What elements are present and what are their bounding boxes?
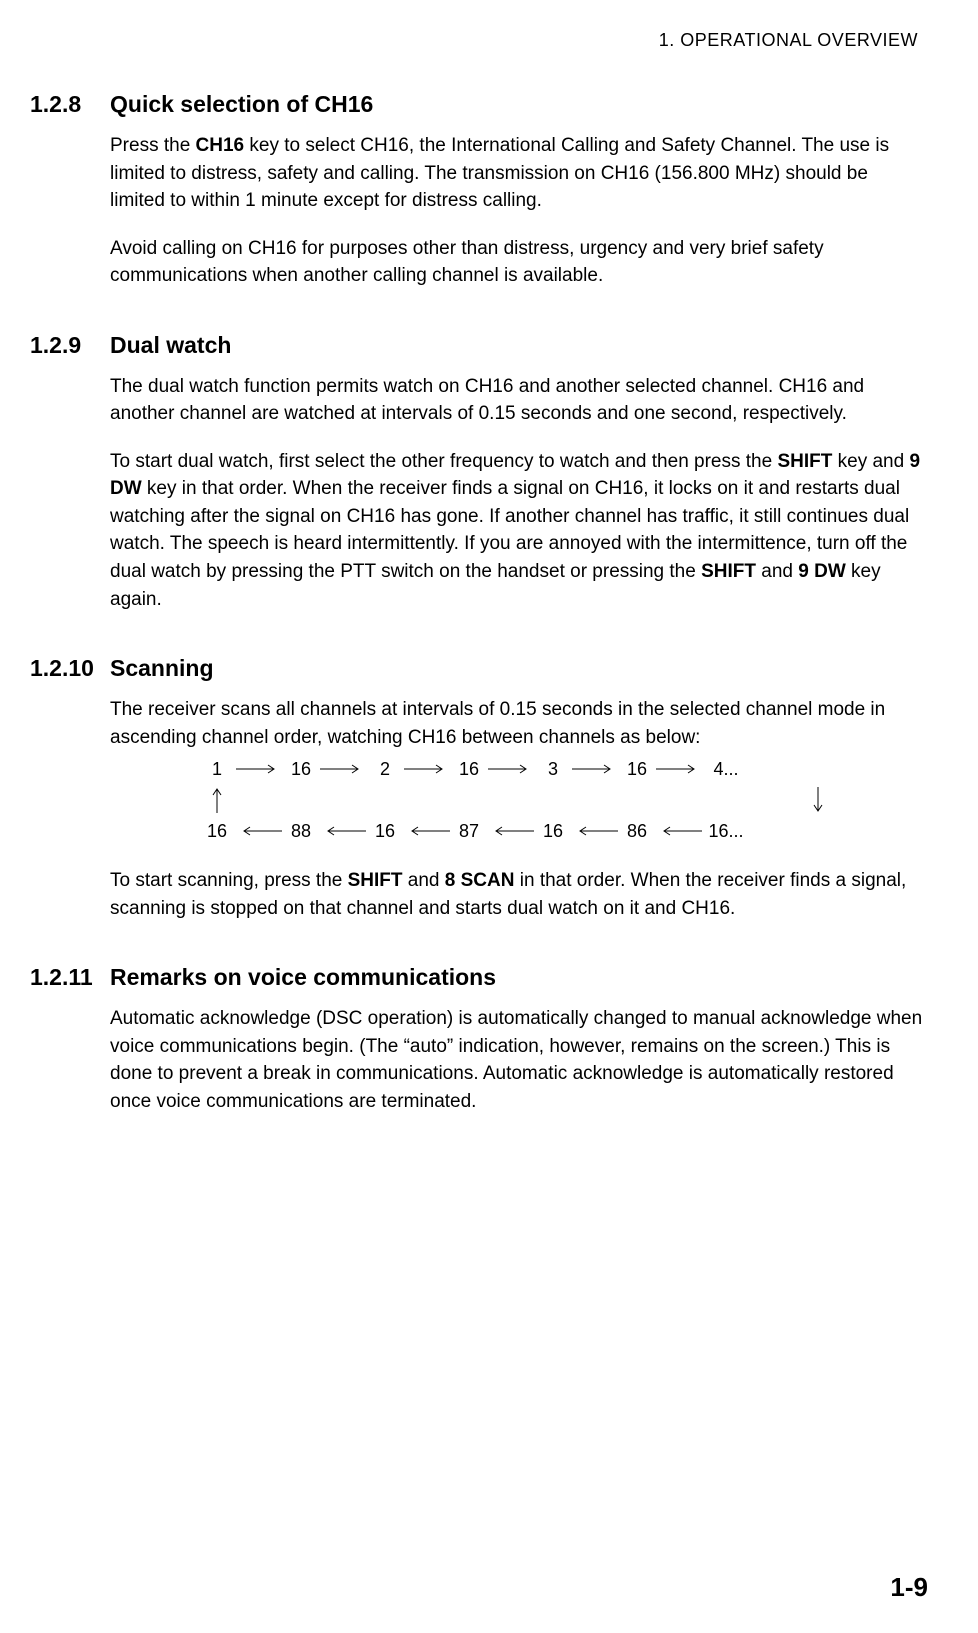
section-body: The receiver scans all channels at inter… [110,696,928,922]
bold-run: CH16 [196,135,245,156]
arrow-right-icon [234,757,284,781]
scan-node: 86 [620,821,654,842]
scan-node: 88 [284,821,318,842]
scan-node: 2 [368,759,402,780]
scan-vertical-arrows [200,781,840,819]
heading-row: 1.2.11 Remarks on voice communications [30,964,928,991]
text-run: Press the [110,135,196,156]
scan-row-bottom: 16 88 16 87 16 86 16... [200,819,840,843]
heading-row: 1.2.10 Scanning [30,655,928,682]
bold-run: 8 SCAN [445,870,515,891]
arrow-left-icon [318,819,368,843]
bold-run: SHIFT [701,561,756,582]
scan-node: 16 [368,821,402,842]
heading-number: 1.2.9 [30,332,110,359]
heading-title: Dual watch [110,332,231,359]
paragraph: The dual watch function permits watch on… [110,373,928,428]
arrow-down-icon [796,783,840,817]
page-number: 1-9 [890,1572,928,1603]
scan-diagram: 1 16 2 16 3 16 4... [200,757,840,843]
arrow-left-icon [234,819,284,843]
bold-run: 9 DW [798,561,846,582]
chapter-header: 1. OPERATIONAL OVERVIEW [30,30,918,51]
scan-node: 16 [284,759,318,780]
scan-node: 87 [452,821,486,842]
paragraph: Avoid calling on CH16 for purposes other… [110,235,928,290]
paragraph: Press the CH16 key to select CH16, the I… [110,132,928,215]
scan-node: 4... [704,759,748,780]
scan-node: 16 [200,821,234,842]
arrow-right-icon [402,757,452,781]
arrow-left-icon [486,819,536,843]
section-1211: 1.2.11 Remarks on voice communications A… [30,964,928,1115]
scan-node: 16 [452,759,486,780]
heading-title: Remarks on voice communications [110,964,496,991]
text-run: To start scanning, press the [110,870,348,891]
text-run: and [756,561,798,582]
bold-run: SHIFT [348,870,403,891]
heading-number: 1.2.8 [30,91,110,118]
heading-number: 1.2.11 [30,964,110,991]
paragraph: To start scanning, press the SHIFT and 8… [110,867,928,922]
text-run: To start dual watch, first select the ot… [110,451,777,472]
arrow-right-icon [486,757,536,781]
arrow-right-icon [654,757,704,781]
text-run: and [403,870,445,891]
scan-node: 16 [620,759,654,780]
heading-title: Quick selection of CH16 [110,91,373,118]
arrow-left-icon [654,819,704,843]
scan-row-top: 1 16 2 16 3 16 4... [200,757,840,781]
arrow-up-icon [200,783,234,817]
arrow-left-icon [402,819,452,843]
scan-node: 16 [536,821,570,842]
paragraph: The receiver scans all channels at inter… [110,696,928,751]
paragraph: Automatic acknowledge (DSC operation) is… [110,1005,928,1115]
arrow-right-icon [570,757,620,781]
paragraph: To start dual watch, first select the ot… [110,448,928,613]
scan-node: 16... [704,821,748,842]
section-129: 1.2.9 Dual watch The dual watch function… [30,332,928,613]
section-1210: 1.2.10 Scanning The receiver scans all c… [30,655,928,922]
heading-number: 1.2.10 [30,655,110,682]
heading-row: 1.2.8 Quick selection of CH16 [30,91,928,118]
section-128: 1.2.8 Quick selection of CH16 Press the … [30,91,928,290]
section-body: Automatic acknowledge (DSC operation) is… [110,1005,928,1115]
bold-run: SHIFT [777,451,832,472]
scan-node: 3 [536,759,570,780]
heading-row: 1.2.9 Dual watch [30,332,928,359]
arrow-left-icon [570,819,620,843]
text-run: key and [832,451,909,472]
scan-node: 1 [200,759,234,780]
arrow-right-icon [318,757,368,781]
section-body: Press the CH16 key to select CH16, the I… [110,132,928,290]
page: 1. OPERATIONAL OVERVIEW 1.2.8 Quick sele… [0,0,978,1633]
heading-title: Scanning [110,655,214,682]
section-body: The dual watch function permits watch on… [110,373,928,613]
